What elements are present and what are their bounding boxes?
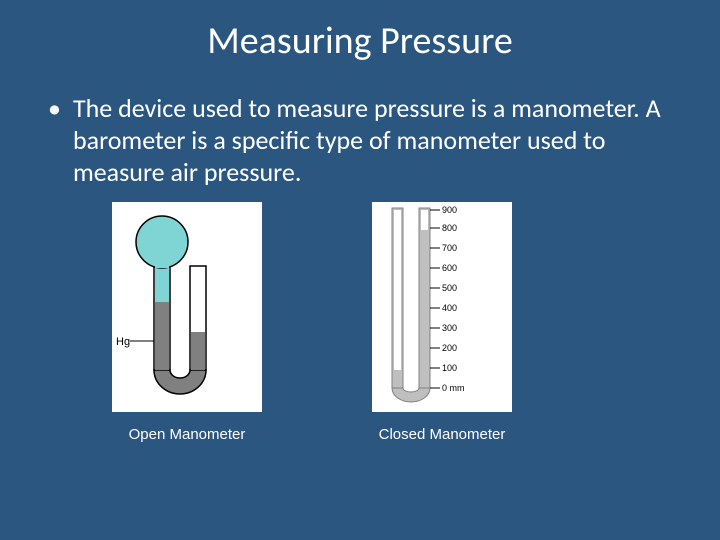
slide-title: Measuring Pressure <box>48 18 672 64</box>
svg-text:200: 200 <box>442 343 457 353</box>
bullet-item: • The device used to measure pressure is… <box>48 92 672 188</box>
svg-text:700: 700 <box>442 243 457 253</box>
svg-text:500: 500 <box>442 283 457 293</box>
open-manometer-figure: Hg Open Manometer <box>112 202 262 443</box>
svg-text:300: 300 <box>442 323 457 333</box>
svg-text:800: 800 <box>442 223 457 233</box>
open-manometer-caption: Open Manometer <box>129 426 246 443</box>
svg-text:0 mm: 0 mm <box>442 383 465 393</box>
svg-text:Hg: Hg <box>116 336 130 348</box>
closed-manometer-diagram: 0 mm 100 200 300 400 500 600 700 <box>372 202 512 412</box>
bullet-text: The device used to measure pressure is a… <box>73 92 672 188</box>
bullet-marker: • <box>48 92 61 124</box>
figures-row: Hg Open Manometer 0 mm 100 <box>48 202 672 443</box>
svg-text:100: 100 <box>442 363 457 373</box>
open-manometer-diagram: Hg <box>112 202 262 412</box>
closed-manometer-caption: Closed Manometer <box>379 426 506 443</box>
svg-text:900: 900 <box>442 205 457 215</box>
svg-text:600: 600 <box>442 263 457 273</box>
closed-manometer-figure: 0 mm 100 200 300 400 500 600 700 <box>372 202 512 443</box>
svg-text:400: 400 <box>442 303 457 313</box>
